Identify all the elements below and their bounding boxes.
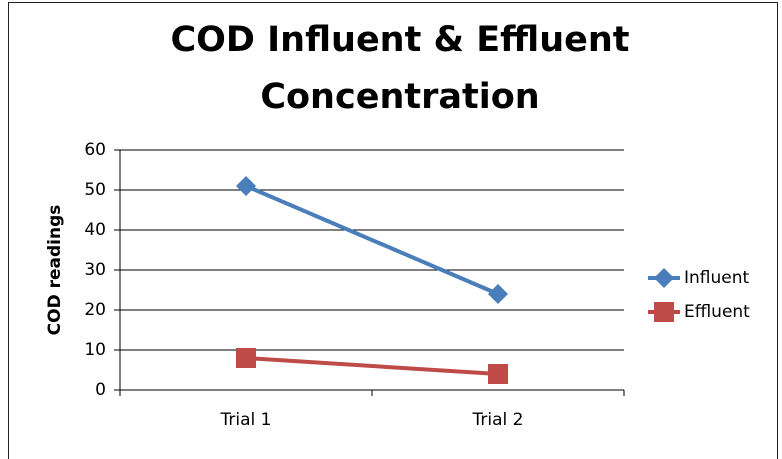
y-tick-label: 10	[84, 340, 106, 360]
data-point	[236, 176, 256, 196]
legend-label: Effluent	[684, 302, 750, 322]
data-point	[488, 364, 508, 384]
y-tick-label: 30	[84, 260, 106, 280]
legend-marker	[654, 302, 674, 322]
y-tick-label: 50	[84, 180, 106, 200]
chart-border	[8, 2, 778, 459]
series-line	[245, 356, 499, 376]
x-tick-label: Trial 1	[220, 410, 272, 430]
x-tick-label: Trial 2	[472, 410, 524, 430]
y-tick-label: 60	[84, 140, 106, 160]
y-tick-label: 40	[84, 220, 106, 240]
y-tick-label: 0	[95, 380, 106, 400]
y-tick-label: 20	[84, 300, 106, 320]
series-line	[245, 184, 499, 296]
chart-title: COD Influent & Effluent Concentration	[170, 20, 630, 117]
data-point	[488, 284, 508, 304]
legend-label: Influent	[684, 268, 750, 288]
legend-marker	[654, 268, 674, 288]
y-axis-label: COD readings	[45, 205, 65, 336]
data-point	[236, 348, 256, 368]
